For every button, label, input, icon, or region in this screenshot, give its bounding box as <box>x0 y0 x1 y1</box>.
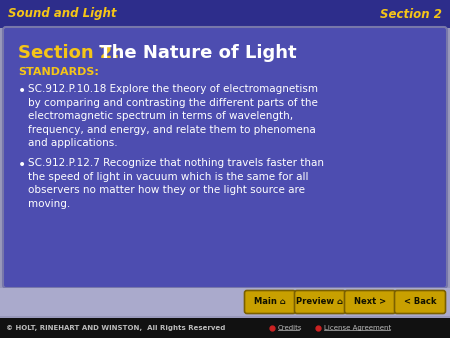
Text: License Agreement: License Agreement <box>324 325 391 331</box>
Text: SC.912.P.10.18 Explore the theory of electromagnetism
by comparing and contrasti: SC.912.P.10.18 Explore the theory of ele… <box>28 84 318 148</box>
Text: Credits: Credits <box>278 325 302 331</box>
FancyBboxPatch shape <box>3 27 447 288</box>
Text: Section 2:: Section 2: <box>18 44 120 62</box>
Text: Sound and Light: Sound and Light <box>8 7 117 21</box>
FancyBboxPatch shape <box>0 0 450 28</box>
Text: •: • <box>18 158 26 172</box>
Text: Section 2: Section 2 <box>380 7 442 21</box>
Text: < Back: < Back <box>404 297 436 307</box>
Text: Preview ⌂: Preview ⌂ <box>297 297 343 307</box>
FancyBboxPatch shape <box>0 318 450 338</box>
FancyBboxPatch shape <box>244 290 296 314</box>
Text: © HOLT, RINEHART AND WINSTON,  All Rights Reserved: © HOLT, RINEHART AND WINSTON, All Rights… <box>6 325 225 331</box>
Text: STANDARDS:: STANDARDS: <box>18 67 99 77</box>
FancyBboxPatch shape <box>294 290 346 314</box>
Text: •: • <box>18 84 26 98</box>
Text: Main ⌂: Main ⌂ <box>254 297 286 307</box>
FancyBboxPatch shape <box>0 288 450 316</box>
Text: The Nature of Light: The Nature of Light <box>93 44 297 62</box>
Text: Next >: Next > <box>354 297 386 307</box>
Text: SC.912.P.12.7 Recognize that nothing travels faster than
the speed of light in v: SC.912.P.12.7 Recognize that nothing tra… <box>28 158 324 209</box>
FancyBboxPatch shape <box>345 290 396 314</box>
FancyBboxPatch shape <box>395 290 446 314</box>
